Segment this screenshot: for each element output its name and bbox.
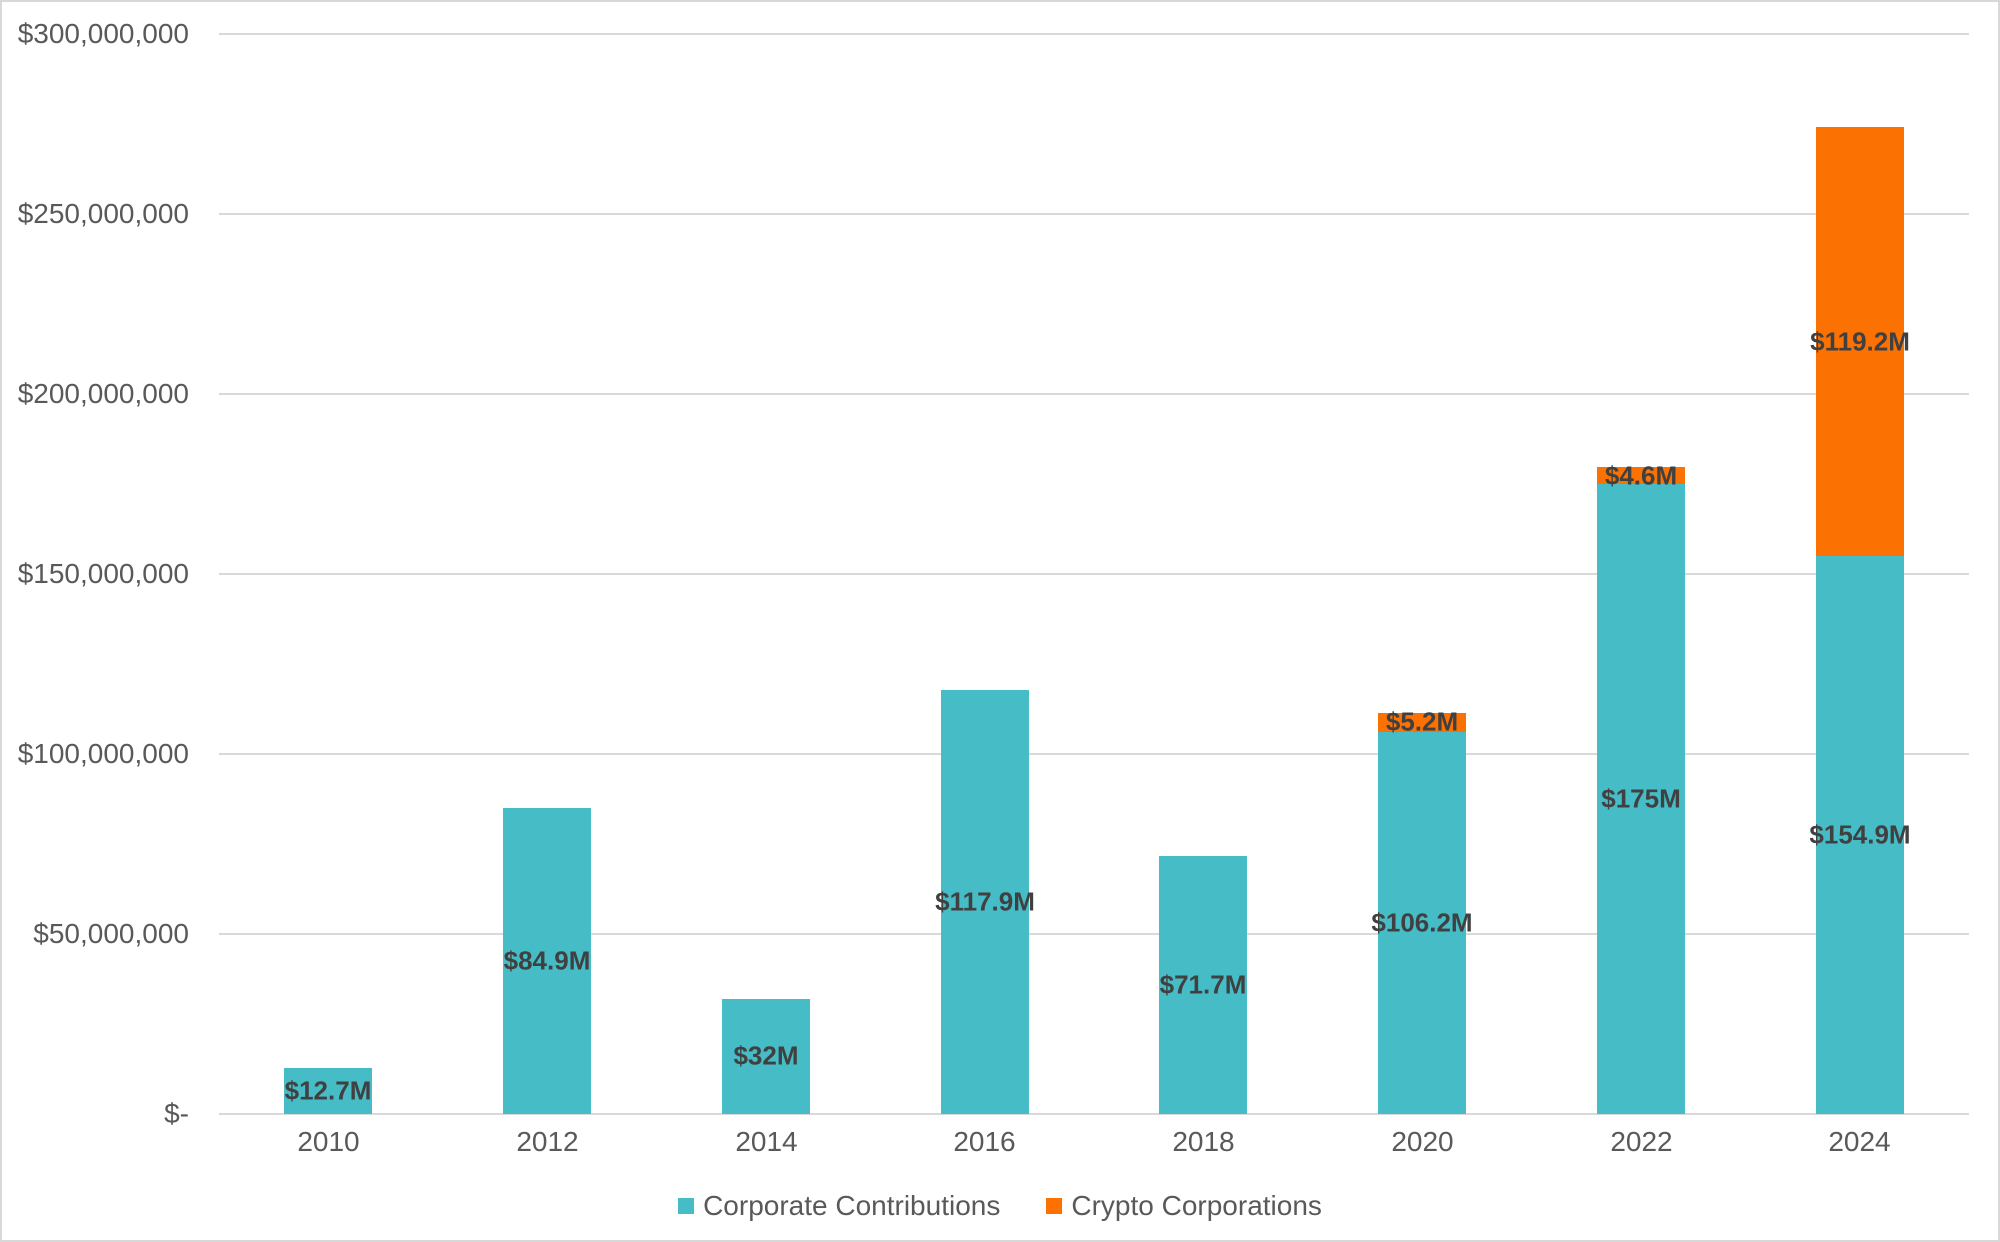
legend-label: Corporate Contributions (703, 1190, 1001, 1221)
y-tick-label: $150,000,000 (17, 558, 189, 589)
x-tick-label: 2016 (953, 1126, 1016, 1157)
bar-value-label: $175M (1601, 783, 1681, 814)
bar-value-label: $4.6M (1604, 460, 1678, 491)
x-tick-label: 2022 (1610, 1126, 1673, 1157)
bar-segment-corporate-contributions-2020 (1378, 732, 1466, 1114)
gridline (219, 213, 1969, 215)
y-tick-label: $200,000,000 (17, 378, 189, 409)
bar-segment-corporate-contributions-2010 (284, 1068, 372, 1114)
bar-segment-corporate-contributions-2022 (1597, 484, 1685, 1114)
corporate-contributions-swatch-icon (678, 1198, 695, 1214)
legend: Corporate Contributions Crypto Corporati… (2, 1190, 1998, 1222)
x-tick-label: 2014 (735, 1126, 798, 1157)
gridline (219, 573, 1969, 575)
gridline (219, 753, 1969, 755)
gridline (219, 393, 1969, 395)
bar-value-label: $32M (733, 1040, 799, 1071)
x-axis: 2010 2012 2014 2016 2018 2020 2022 2024 (219, 1126, 1969, 1166)
bar-value-label: $71.7M (1159, 969, 1247, 1000)
bar-segment-corporate-contributions-2016 (941, 690, 1029, 1114)
y-tick-label: $300,000,000 (17, 18, 189, 49)
bar-value-label: $117.9M (935, 886, 1035, 917)
bar-segment-crypto-corporations-2022 (1597, 467, 1685, 484)
bar-value-label: $12.7M (284, 1075, 372, 1106)
y-tick-label: $100,000,000 (17, 738, 189, 769)
x-tick-label: 2010 (297, 1126, 360, 1157)
bar-segment-corporate-contributions-2014 (722, 999, 810, 1114)
y-tick-label: $- (164, 1098, 189, 1129)
y-axis: $- $50,000,000 $100,000,000 $150,000,000 $20… (2, 18, 189, 1129)
x-tick-label: 2020 (1391, 1126, 1454, 1157)
bar-value-label: $84.9M (503, 945, 591, 976)
y-tick-label: $250,000,000 (17, 198, 189, 229)
bar-segment-corporate-contributions-2024 (1816, 556, 1904, 1114)
legend-label: Crypto Corporations (1071, 1190, 1322, 1221)
bar-value-label: $5.2M (1385, 706, 1459, 737)
plot-area: $12.7M $84.9M $32M $117.9M $71.7M $106.2M $5.2… (219, 33, 1969, 1115)
y-tick-label: $50,000,000 (33, 918, 189, 949)
x-tick-label: 2018 (1172, 1126, 1235, 1157)
x-tick-label: 2024 (1828, 1126, 1891, 1157)
crypto-corporations-swatch-icon (1046, 1198, 1063, 1214)
bar-segment-crypto-corporations-2020 (1378, 713, 1466, 732)
bar-segment-crypto-corporations-2024 (1816, 127, 1904, 556)
x-tick-label: 2012 (516, 1126, 579, 1157)
bar-value-label: $154.9M (1809, 819, 1911, 850)
bar-segment-corporate-contributions-2018 (1159, 856, 1247, 1114)
gridline (219, 933, 1969, 935)
gridline (219, 33, 1969, 35)
legend-item-corporate-contributions: Corporate Contributions (678, 1190, 1000, 1222)
legend-item-crypto-corporations: Crypto Corporations (1046, 1190, 1322, 1222)
bar-value-label: $106.2M (1371, 907, 1473, 938)
bar-value-label: $119.2M (1810, 326, 1910, 357)
bar-segment-corporate-contributions-2012 (503, 808, 591, 1114)
gridline (219, 1113, 1969, 1115)
